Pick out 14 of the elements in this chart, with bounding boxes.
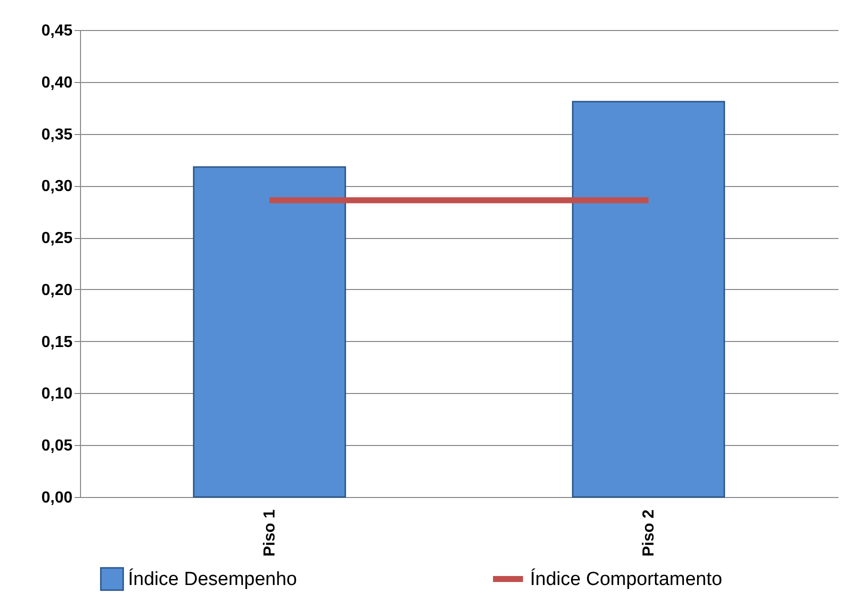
- y-tick-label: 0,40: [41, 74, 73, 92]
- x-tick-label: Piso 2: [640, 509, 658, 557]
- legend-label: Índice Desempenho: [128, 568, 297, 590]
- y-tick-label: 0,15: [41, 334, 73, 351]
- y-tick-label: 0,30: [41, 178, 73, 196]
- y-tick-label: 0,35: [41, 126, 73, 144]
- y-tick-label: 0,20: [41, 282, 73, 299]
- y-tick-label: 0,00: [41, 490, 73, 506]
- y-tick-label: 0,05: [41, 438, 73, 455]
- y-tick-label: 0,45: [41, 22, 73, 40]
- y-tick-label: 0,25: [41, 230, 73, 248]
- x-tick-label: Piso 1: [262, 509, 278, 557]
- legend-label: Índice Comportamento: [530, 568, 722, 590]
- y-tick-label: 0,10: [41, 386, 73, 403]
